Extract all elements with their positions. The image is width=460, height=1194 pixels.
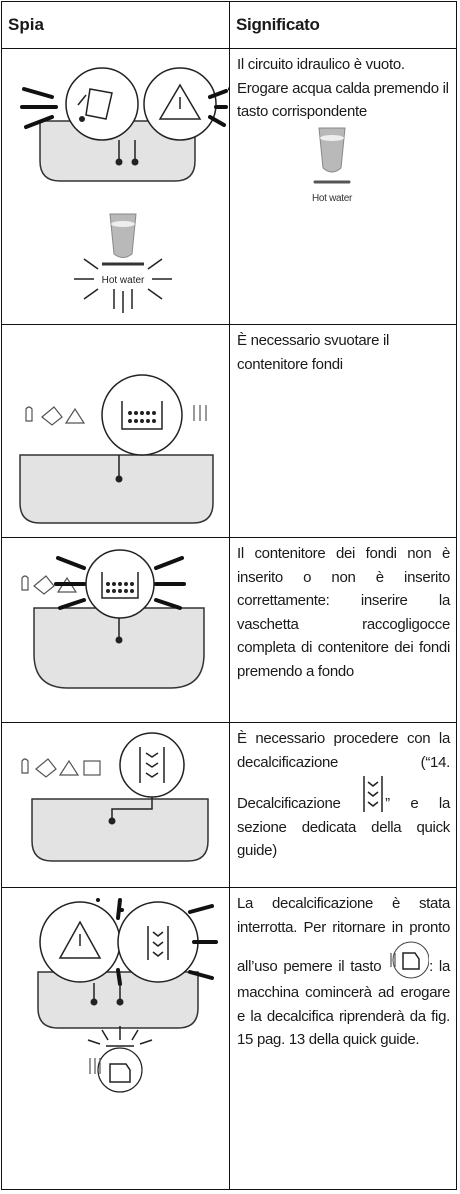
description: Il contenitore dei fondi non è inserito … (237, 545, 450, 680)
description-cell: È necessario procedere con la decalcific… (230, 723, 456, 887)
header-cell: Spia (2, 2, 230, 48)
illustration-cell (2, 538, 230, 722)
description-cell: È necessario svuotare il contenitore fon… (230, 325, 456, 537)
description-cell: La decalcificazione è stata interrotta. … (230, 888, 456, 1189)
description-cell: Il contenitore dei fondi non è inserito … (230, 538, 456, 722)
description: Il circuito idraulico è vuoto. Erogare a… (237, 56, 449, 120)
description: È necessario svuotare il contenitore fon… (237, 332, 390, 373)
illustration (37, 898, 218, 1093)
table-row: È necessario svuotare il contenitore fon… (2, 324, 456, 537)
resume-button-icon (390, 941, 430, 979)
illustration (21, 732, 209, 862)
description: : la macchina comincerà ad erogare e la … (237, 958, 451, 1048)
illustration (19, 374, 214, 524)
description: ” e la sezione dedicata della quick guid… (237, 795, 450, 859)
header-cell: Significato (236, 15, 320, 34)
illustration: Hot water (20, 67, 232, 313)
illustration-label: Hot water (102, 275, 145, 286)
table-row: È necessario procedere con la decalcific… (2, 722, 456, 887)
description-cell: Il circuito idraulico è vuoto. Erogare a… (230, 49, 456, 324)
table-row: Hot water Il circuito idraulico è vuoto.… (2, 48, 456, 324)
hot-water-button: Hot water (312, 127, 353, 204)
button-label: Hot water (312, 193, 353, 204)
illustration-cell: Hot water (2, 49, 232, 324)
illustration-cell (2, 888, 230, 1189)
table-row: La decalcificazione è stata interrotta. … (2, 887, 456, 1189)
description: È necessario procedere con la decalcific… (237, 730, 450, 812)
table-row: Il contenitore dei fondi non è inserito … (2, 537, 456, 722)
illustration (21, 549, 205, 689)
description: La decalcificazione è stata interrotta. … (237, 895, 450, 975)
illustration-cell (2, 723, 230, 887)
illustration-cell (2, 325, 230, 537)
header-row: Spia Significato (2, 2, 456, 48)
descaling-icon (363, 776, 383, 812)
